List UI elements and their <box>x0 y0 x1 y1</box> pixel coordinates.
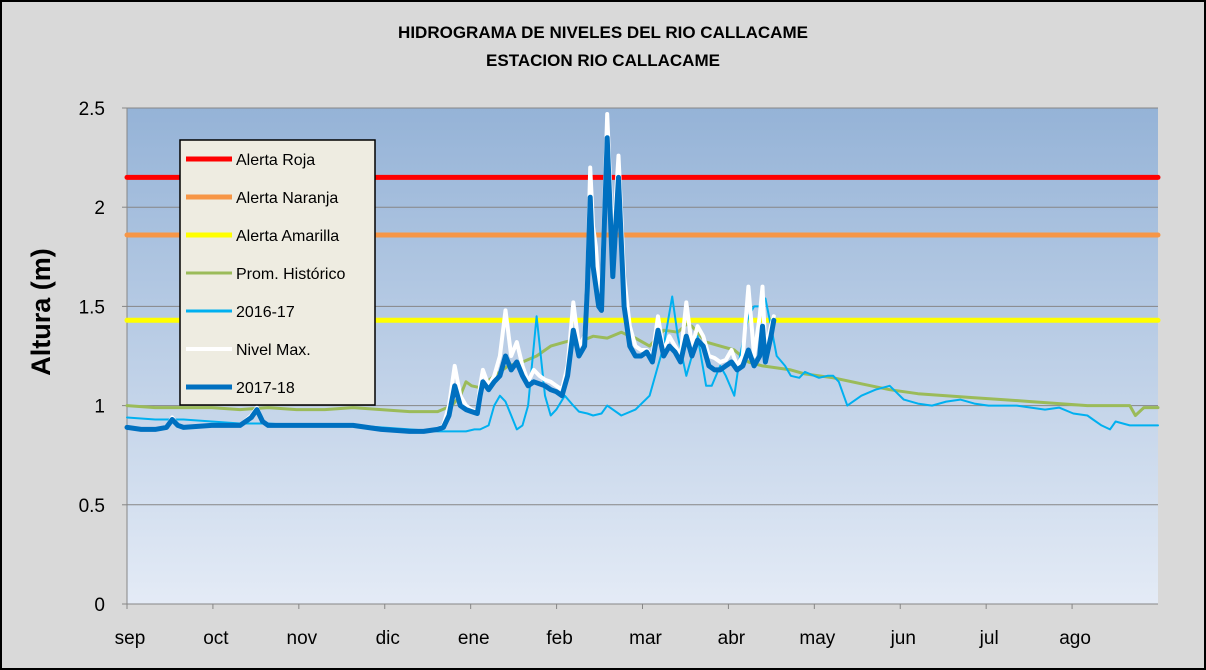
chart-title: HIDROGRAMA DE NIVELES DEL RIO CALLACAME <box>398 23 808 42</box>
legend-label-alerta-amarilla: Alerta Amarilla <box>236 228 339 245</box>
legend: Alerta Roja Alerta Naranja Alerta Amarilla… <box>179 139 376 406</box>
legend-label-alerta-naranja: Alerta Naranja <box>236 190 338 207</box>
x-tick-label: jun <box>890 628 916 649</box>
x-tick-label: ago <box>1059 628 1091 649</box>
y-axis-label: Altura (m) <box>26 248 56 376</box>
y-tick-label: 0.5 <box>79 496 105 517</box>
y-tick-label: 1.5 <box>79 297 105 318</box>
y-tick-label: 2.5 <box>79 99 105 120</box>
x-tick-label: jul <box>979 628 999 649</box>
x-tick-label: mar <box>629 628 662 649</box>
x-axis-ticks: sep oct nov dic ene feb mar abr may jun jul ago <box>115 604 1091 649</box>
legend-label-alerta-roja: Alerta Roja <box>236 152 315 169</box>
x-tick-label: may <box>799 628 835 649</box>
y-tick-label: 1 <box>94 397 105 418</box>
y-axis-ticks: 0 0.5 1 1.5 2 2.5 <box>79 99 127 616</box>
y-tick-label: 2 <box>94 198 105 219</box>
x-tick-label: dic <box>376 628 400 649</box>
x-tick-label: sep <box>115 628 146 649</box>
x-tick-label: feb <box>546 628 572 649</box>
legend-label-2017-18: 2017-18 <box>236 380 295 397</box>
legend-label-2016-17: 2016-17 <box>236 304 295 321</box>
series-2016-17 <box>126 295 1159 433</box>
y-tick-label: 0 <box>94 595 105 616</box>
x-tick-label: nov <box>287 628 318 649</box>
x-tick-label: oct <box>203 628 229 649</box>
chart-subtitle: ESTACION RIO CALLACAME <box>486 51 720 70</box>
series-2017-18 <box>124 135 777 434</box>
x-tick-label: ene <box>458 628 490 649</box>
legend-label-prom-historico: Prom. Histórico <box>236 266 345 283</box>
legend-label-nivel-max: Nivel Max. <box>236 342 311 359</box>
x-tick-label: abr <box>718 628 746 649</box>
